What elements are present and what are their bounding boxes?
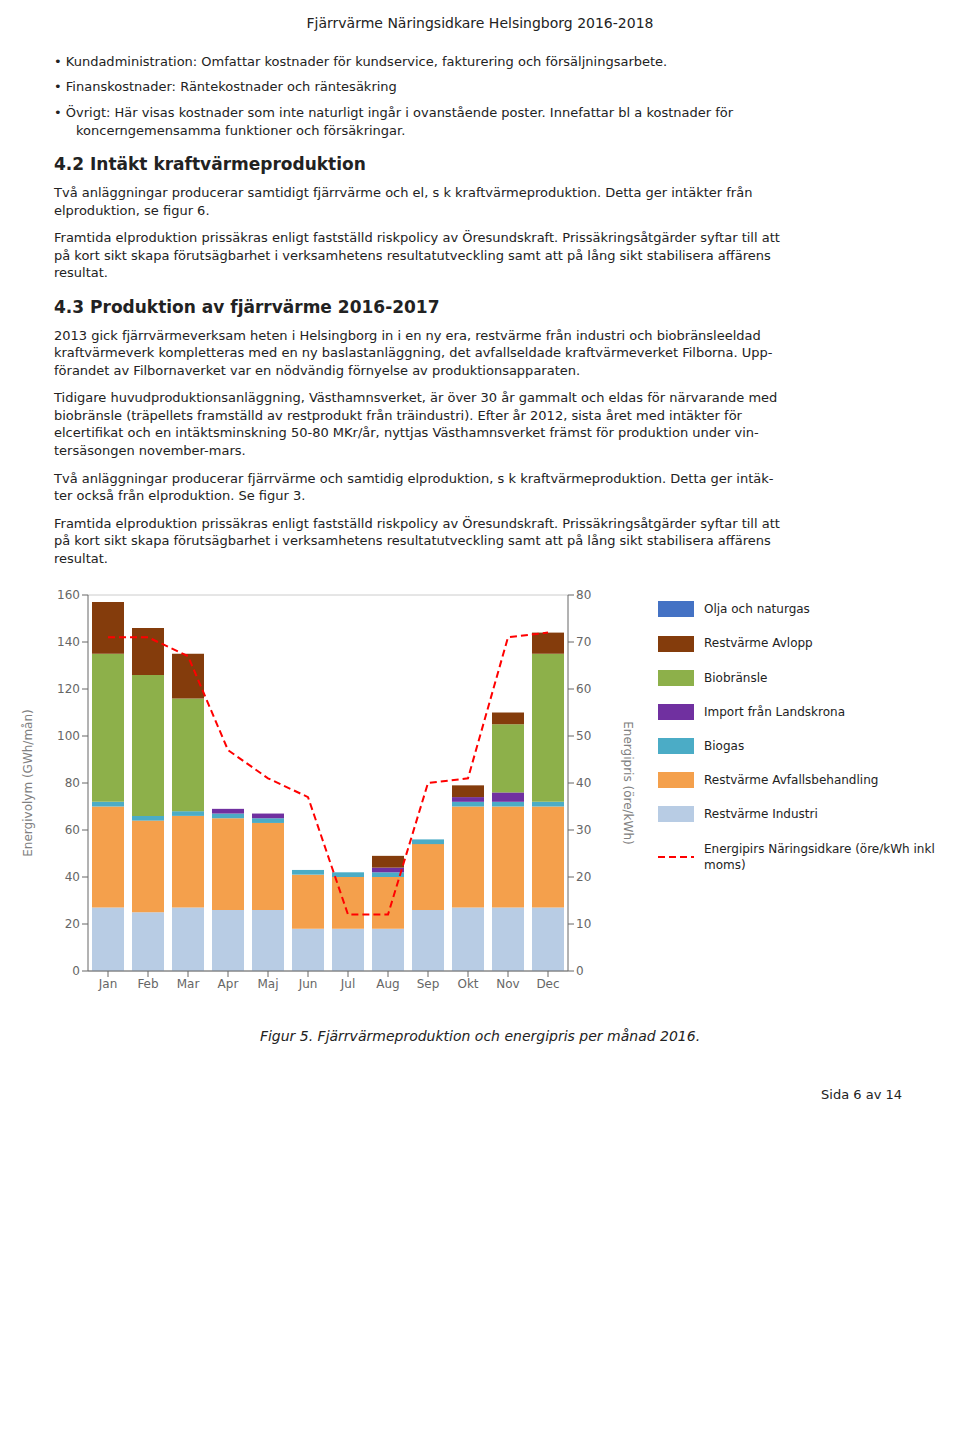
svg-text:0: 0 [72, 965, 80, 979]
svg-text:40: 40 [65, 871, 80, 885]
svg-text:120: 120 [57, 683, 80, 697]
html-text:• Finanskostnader: Räntekostna: • Finanskostnader: Räntekostnader och rä… [54, 79, 397, 95]
svg-text:20: 20 [576, 871, 591, 885]
html-text:Energipirs Näringsidkare (öre/: Energipirs Näringsidkare (öre/kWh inkl m… [704, 841, 935, 872]
html-text:Restvärme Industri: Restvärme Industri [704, 807, 818, 822]
svg-text:100: 100 [57, 730, 80, 744]
svg-text:Jan: Jan [98, 977, 118, 991]
svg-text:70: 70 [576, 636, 591, 650]
svg-text:140: 140 [57, 636, 80, 650]
svg-text:10: 10 [576, 918, 591, 932]
html-text:4.3 Produktion av fjärrvärme 2: 4.3 Produktion av fjärrvärme 2016-2017 [54, 296, 440, 317]
html-text:Tidigare huvudproduktionsanläg: Tidigare huvudproduktionsanläggning, Väs… [54, 390, 778, 458]
svg-text:Apr: Apr [218, 977, 239, 991]
html-text:Figur 5. Fjärrvärmeproduktion: Figur 5. Fjärrvärmeproduktion och energi… [259, 1028, 701, 1045]
svg-text:Aug: Aug [376, 977, 399, 991]
svg-text:Energivolym (GWh/mån): Energivolym (GWh/mån) [21, 710, 35, 857]
svg-text:30: 30 [576, 824, 591, 838]
html-text:• Kundadministration: Omfattar: • Kundadministration: Omfattar kostnader… [54, 53, 668, 69]
svg-text:Maj: Maj [257, 977, 278, 991]
svg-text:80: 80 [576, 589, 591, 603]
html-text:Olja och naturgas: Olja och naturgas [704, 602, 810, 617]
svg-text:60: 60 [65, 824, 80, 838]
html-text:Framtida elproduktion prissäkr: Framtida elproduktion prissäkras enligt … [54, 515, 780, 566]
html-text:Import från Landskrona: Import från Landskrona [704, 704, 845, 719]
html-text:4.2 Intäkt kraftvärmeproduktio: 4.2 Intäkt kraftvärmeproduktion [54, 154, 366, 175]
svg-text:Nov: Nov [496, 977, 519, 991]
svg-text:Mar: Mar [177, 977, 200, 991]
svg-text:20: 20 [65, 918, 80, 932]
html-text:Restvärme Avlopp: Restvärme Avlopp [704, 636, 813, 651]
html-text:Restvärme Avfallsbehandling: Restvärme Avfallsbehandling [704, 773, 879, 788]
html-text:Fjärrvärme Näringsidkare Helsi: Fjärrvärme Näringsidkare Helsingborg 201… [306, 15, 654, 31]
svg-text:40: 40 [576, 777, 591, 791]
svg-text:Dec: Dec [536, 977, 559, 991]
svg-text:160: 160 [57, 589, 80, 603]
html-text:Sida 6 av 14: Sida 6 av 14 [821, 1087, 902, 1103]
svg-text:Jun: Jun [298, 977, 318, 991]
svg-text:Feb: Feb [137, 977, 158, 991]
svg-text:50: 50 [576, 730, 591, 744]
svg-text:Energipris (öre/kWh): Energipris (öre/kWh) [621, 722, 635, 845]
html-text:Framtida elproduktion prissäkr: Framtida elproduktion prissäkras enligt … [54, 230, 780, 281]
svg-text:Sep: Sep [417, 977, 440, 991]
html-text:Två anläggningar producerar sa: Två anläggningar producerar samtidigt fj… [54, 185, 753, 218]
html-text:Två anläggningar producerar fj: Två anläggningar producerar fjärrvärme o… [54, 470, 774, 504]
html-text:Biogas: Biogas [704, 739, 745, 753]
html-text:Biobränsle: Biobränsle [704, 670, 768, 685]
html-text:• Övrigt: Här visas kostnader: • Övrigt: Här visas kostnader som inte n… [54, 105, 734, 138]
svg-text:Jul: Jul [340, 977, 355, 991]
svg-text:80: 80 [65, 777, 80, 791]
svg-text:0: 0 [576, 965, 584, 979]
html-text:2013 gick fjärrvärmeverksam he: 2013 gick fjärrvärmeverksam heten i Hels… [54, 327, 773, 378]
svg-text:60: 60 [576, 683, 591, 697]
svg-text:Okt: Okt [457, 977, 478, 991]
